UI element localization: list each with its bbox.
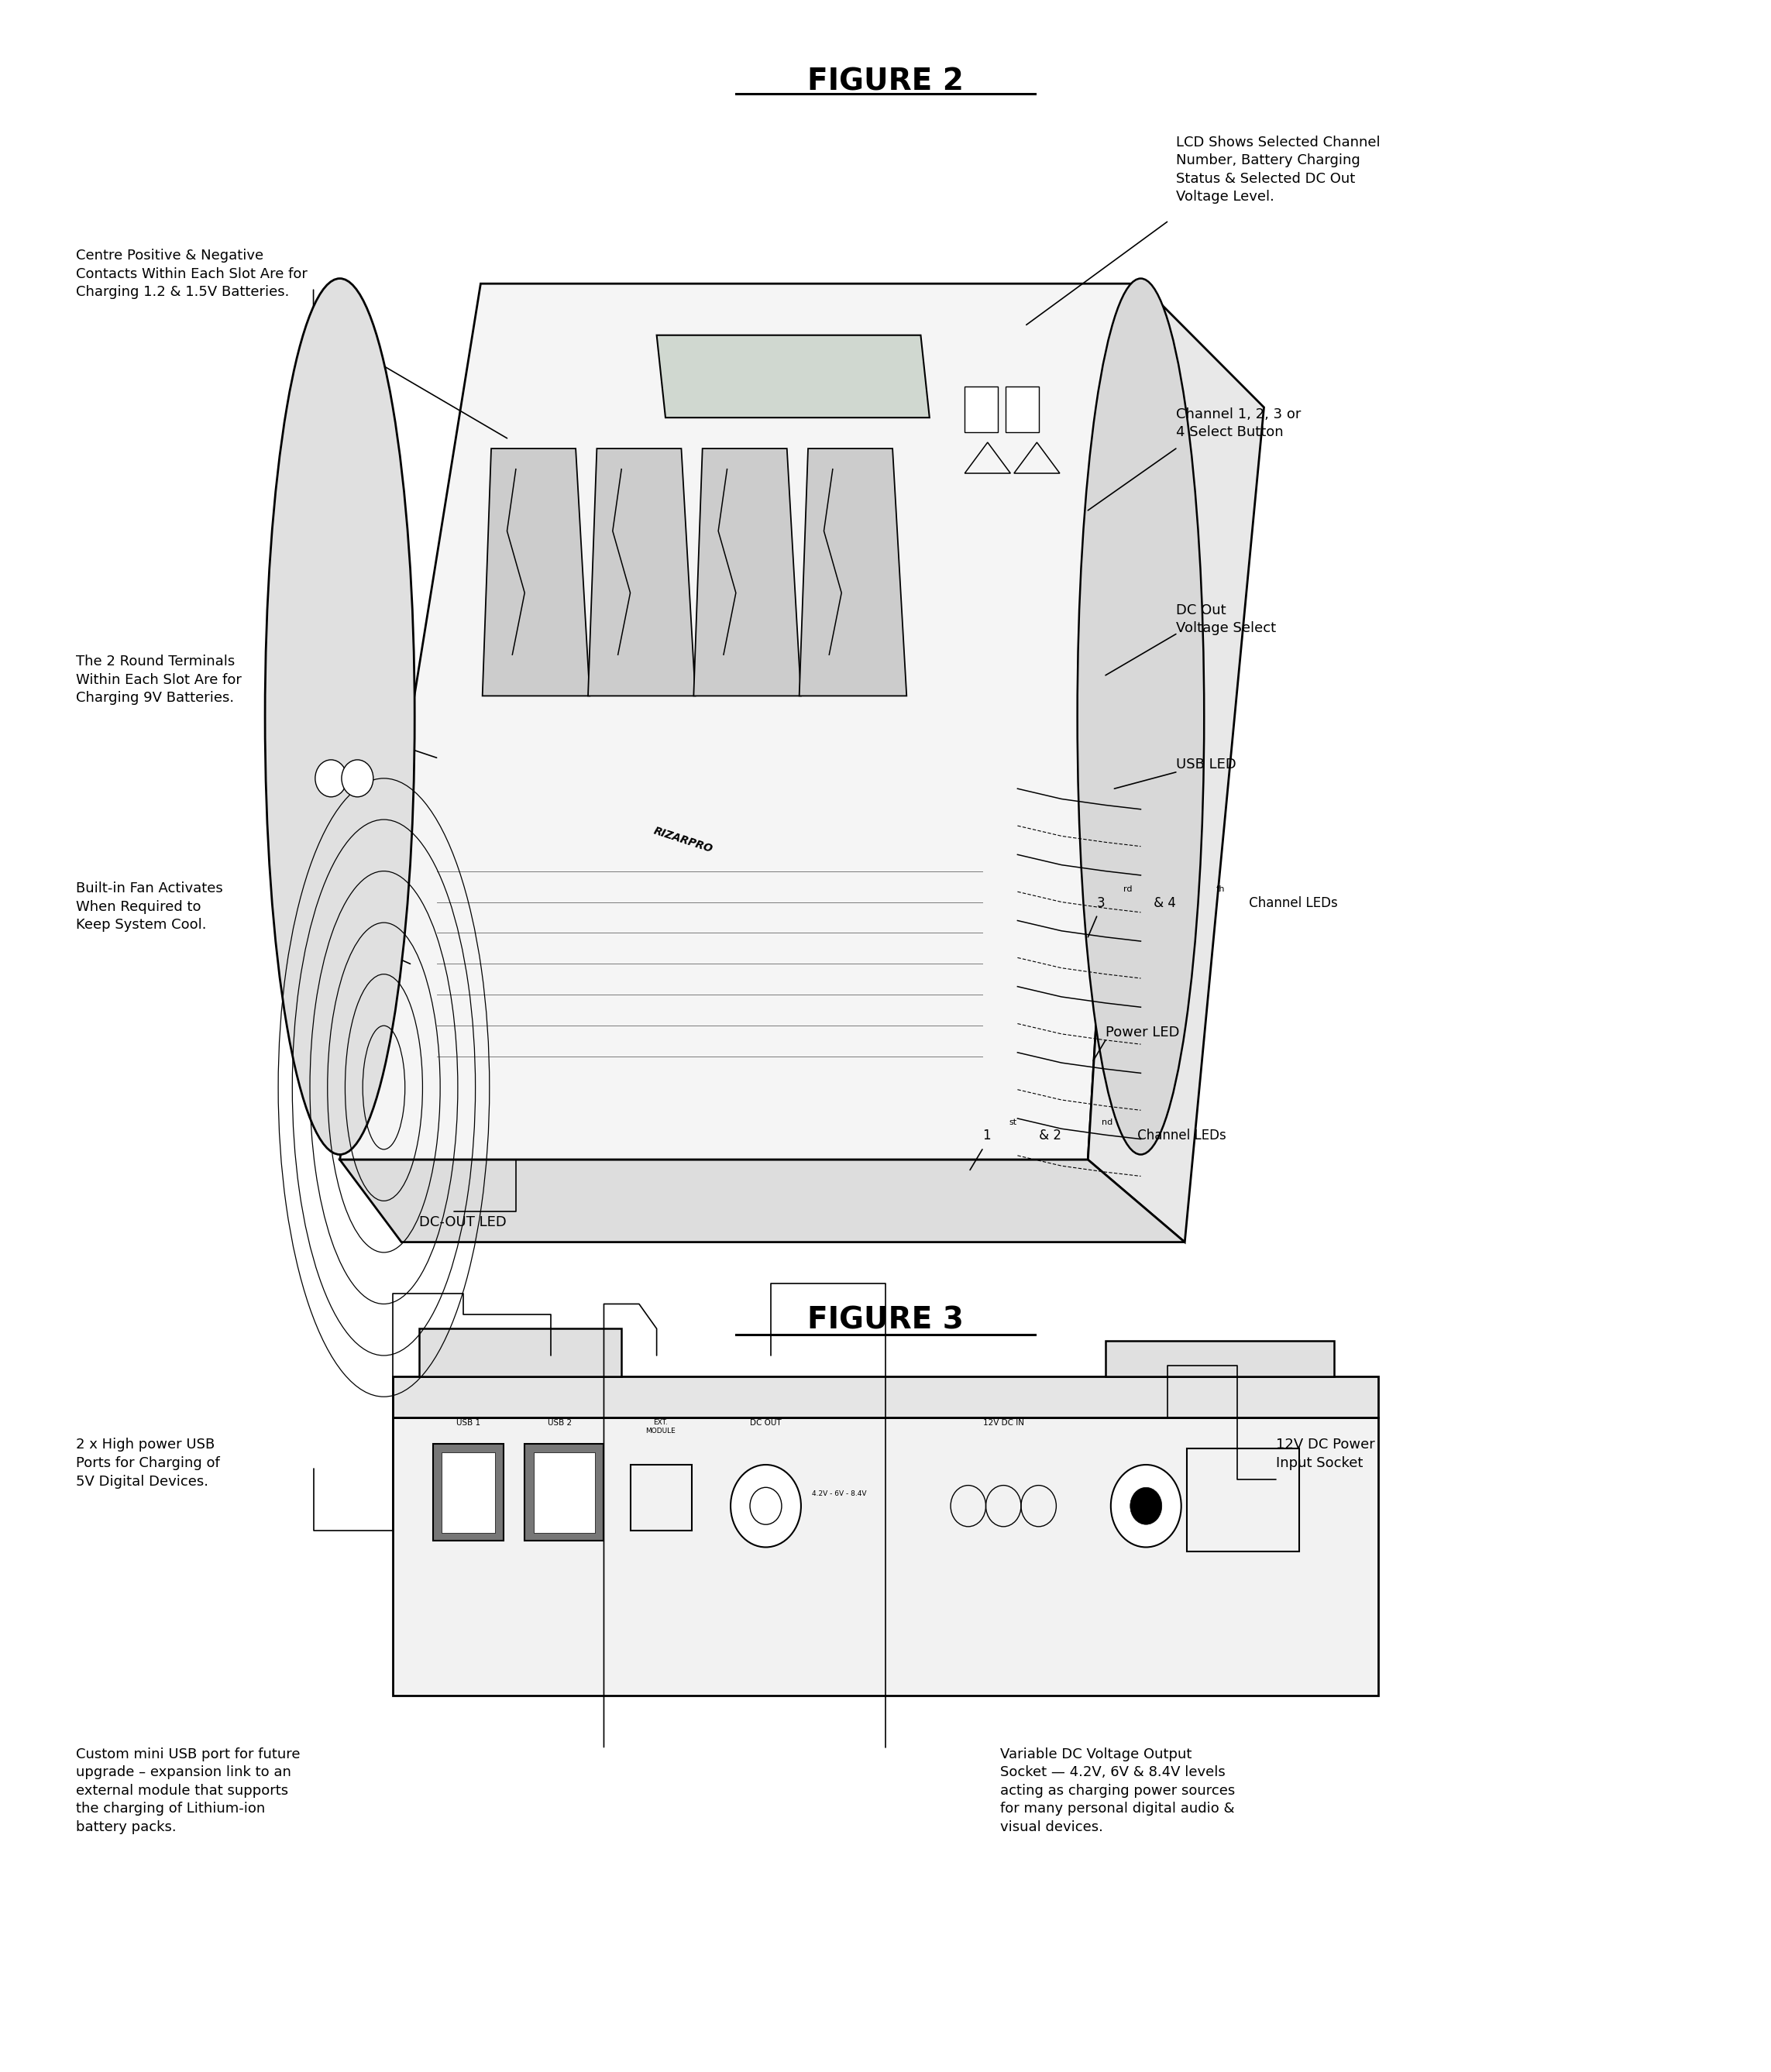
Text: 12V DC IN: 12V DC IN [983,1419,1024,1428]
Circle shape [1110,1465,1181,1548]
Text: rd: rd [1123,885,1132,893]
Polygon shape [482,448,590,696]
Polygon shape [393,1376,1378,1417]
Polygon shape [533,1452,595,1533]
Text: & 2: & 2 [1034,1129,1061,1142]
Text: nd: nd [1102,1119,1112,1127]
Text: FIGURE 3: FIGURE 3 [808,1305,963,1334]
Text: 1: 1 [983,1129,990,1142]
Text: DC OUT: DC OUT [751,1419,781,1428]
Text: st: st [1009,1119,1017,1127]
Polygon shape [799,448,907,696]
Polygon shape [443,1452,494,1533]
Circle shape [731,1465,800,1548]
Polygon shape [1105,1341,1334,1376]
Circle shape [1130,1488,1162,1525]
Text: Channel LEDs: Channel LEDs [1245,895,1337,910]
Polygon shape [1087,284,1264,1241]
Text: & 4: & 4 [1149,895,1176,910]
Polygon shape [393,1417,1378,1695]
Text: Variable DC Voltage Output
Socket — 4.2V, 6V & 8.4V levels
acting as charging po: Variable DC Voltage Output Socket — 4.2V… [1001,1747,1234,1834]
Text: Power LED: Power LED [1105,1026,1179,1040]
Polygon shape [965,387,999,433]
Text: Centre Positive & Negative
Contacts Within Each Slot Are for
Charging 1.2 & 1.5V: Centre Positive & Negative Contacts With… [76,249,308,298]
Polygon shape [694,448,800,696]
Polygon shape [340,284,1141,1160]
Polygon shape [434,1444,503,1542]
Text: FIGURE 2: FIGURE 2 [808,66,963,97]
Text: 2 x High power USB
Ports for Charging of
5V Digital Devices.: 2 x High power USB Ports for Charging of… [76,1438,220,1488]
Text: The 2 Round Terminals
Within Each Slot Are for
Charging 9V Batteries.: The 2 Round Terminals Within Each Slot A… [76,655,241,704]
Text: 3: 3 [1096,895,1105,910]
Text: USB 1: USB 1 [457,1419,480,1428]
Polygon shape [524,1444,604,1542]
Text: EXT.
MODULE: EXT. MODULE [645,1419,675,1434]
Text: 12V DC Power
Input Socket: 12V DC Power Input Socket [1277,1438,1376,1471]
Circle shape [342,760,374,798]
Polygon shape [340,1160,1185,1241]
Circle shape [315,760,347,798]
Ellipse shape [266,278,414,1154]
Text: DC Out
Voltage Select: DC Out Voltage Select [1176,603,1275,636]
Polygon shape [420,1328,622,1376]
Text: DC-OUT LED: DC-OUT LED [420,1216,507,1229]
Text: th: th [1217,885,1226,893]
Polygon shape [1006,387,1038,433]
Text: LCD Shows Selected Channel
Number, Battery Charging
Status & Selected DC Out
Vol: LCD Shows Selected Channel Number, Batte… [1176,135,1380,203]
Text: RIZARPRO: RIZARPRO [652,825,714,856]
Text: USB 2: USB 2 [547,1419,572,1428]
Text: Channel 1, 2, 3 or
4 Select Button: Channel 1, 2, 3 or 4 Select Button [1176,408,1302,439]
Text: USB LED: USB LED [1176,758,1236,771]
Text: Channel LEDs: Channel LEDs [1133,1129,1227,1142]
Polygon shape [657,336,930,419]
Text: Built-in Fan Activates
When Required to
Keep System Cool.: Built-in Fan Activates When Required to … [76,881,223,932]
Text: 4.2V - 6V - 8.4V: 4.2V - 6V - 8.4V [811,1490,866,1498]
Ellipse shape [1077,278,1204,1154]
Polygon shape [588,448,696,696]
Text: Custom mini USB port for future
upgrade – expansion link to an
external module t: Custom mini USB port for future upgrade … [76,1747,299,1834]
